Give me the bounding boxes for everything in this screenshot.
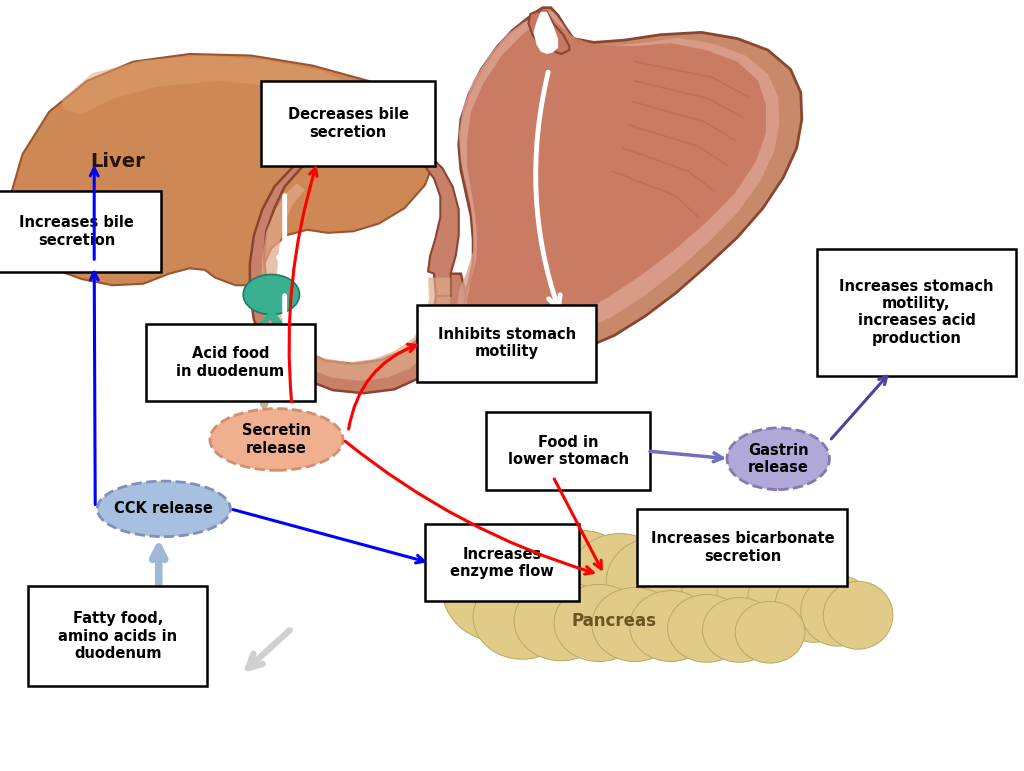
- Text: CCK release: CCK release: [115, 501, 213, 517]
- Text: Liver: Liver: [90, 153, 145, 171]
- Ellipse shape: [244, 274, 300, 315]
- Text: Secretin
release: Secretin release: [242, 423, 311, 456]
- Ellipse shape: [528, 530, 635, 626]
- FancyBboxPatch shape: [425, 524, 579, 601]
- Text: Increases
enzyme flow: Increases enzyme flow: [450, 547, 554, 579]
- Ellipse shape: [823, 581, 893, 649]
- Polygon shape: [463, 324, 532, 361]
- Ellipse shape: [702, 598, 776, 662]
- Ellipse shape: [775, 568, 853, 642]
- Polygon shape: [358, 145, 459, 296]
- Text: Increases stomach
motility,
increases acid
production: Increases stomach motility, increases ac…: [840, 278, 993, 346]
- Text: Decreases bile
secretion: Decreases bile secretion: [288, 107, 409, 140]
- Polygon shape: [5, 54, 435, 285]
- Ellipse shape: [97, 481, 230, 537]
- Ellipse shape: [606, 537, 705, 627]
- Ellipse shape: [486, 530, 599, 630]
- Text: Fatty food,
amino acids in
duodenum: Fatty food, amino acids in duodenum: [58, 611, 177, 661]
- Polygon shape: [261, 183, 451, 381]
- Text: Increases bicarbonate
secretion: Increases bicarbonate secretion: [650, 531, 835, 564]
- FancyBboxPatch shape: [817, 249, 1016, 376]
- FancyBboxPatch shape: [261, 81, 435, 166]
- Ellipse shape: [568, 534, 671, 626]
- Ellipse shape: [592, 588, 678, 662]
- Text: Pancreas: Pancreas: [571, 611, 657, 630]
- Ellipse shape: [748, 561, 829, 638]
- Ellipse shape: [668, 594, 745, 662]
- Ellipse shape: [442, 537, 561, 642]
- FancyBboxPatch shape: [146, 324, 315, 401]
- Polygon shape: [250, 150, 466, 393]
- Ellipse shape: [644, 543, 738, 629]
- Polygon shape: [459, 8, 802, 364]
- Ellipse shape: [554, 584, 644, 662]
- Text: Food in
lower stomach: Food in lower stomach: [508, 435, 629, 467]
- Polygon shape: [528, 12, 569, 54]
- Polygon shape: [467, 17, 766, 338]
- Ellipse shape: [514, 581, 608, 661]
- Ellipse shape: [717, 555, 803, 635]
- FancyBboxPatch shape: [418, 305, 596, 382]
- Polygon shape: [534, 12, 558, 54]
- Ellipse shape: [727, 428, 829, 490]
- Ellipse shape: [682, 548, 772, 631]
- Ellipse shape: [210, 409, 343, 470]
- Text: Gastrin
release: Gastrin release: [748, 443, 809, 475]
- Ellipse shape: [630, 591, 712, 662]
- Text: Inhibits stomach
motility: Inhibits stomach motility: [438, 327, 575, 359]
- FancyBboxPatch shape: [0, 191, 162, 272]
- FancyBboxPatch shape: [637, 509, 847, 586]
- Ellipse shape: [735, 601, 805, 663]
- Text: Increases bile
secretion: Increases bile secretion: [19, 215, 134, 247]
- Ellipse shape: [473, 574, 571, 659]
- Polygon shape: [457, 12, 779, 348]
- FancyBboxPatch shape: [486, 412, 650, 490]
- Polygon shape: [61, 56, 379, 114]
- FancyBboxPatch shape: [29, 586, 207, 686]
- Text: Acid food
in duodenum: Acid food in duodenum: [176, 346, 285, 379]
- Ellipse shape: [801, 575, 874, 646]
